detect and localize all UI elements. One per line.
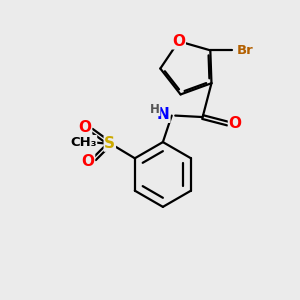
Text: CH₃: CH₃ — [70, 136, 97, 148]
Text: S: S — [104, 136, 115, 151]
Text: H: H — [150, 103, 160, 116]
Text: O: O — [229, 116, 242, 131]
Text: Br: Br — [237, 44, 254, 57]
Text: O: O — [82, 154, 94, 169]
Text: O: O — [172, 34, 185, 49]
Text: N: N — [157, 107, 170, 122]
Text: O: O — [79, 120, 92, 135]
